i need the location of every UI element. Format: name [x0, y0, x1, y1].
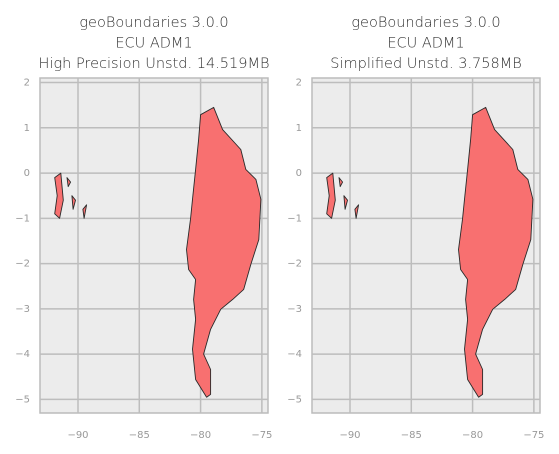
- region: [71, 195, 76, 210]
- x-tick-label: −90: [339, 430, 360, 441]
- chart-title: Simplified Unstd. 3.758MB: [330, 56, 521, 72]
- x-tick-label: −75: [251, 430, 272, 441]
- region: [354, 204, 360, 219]
- y-tick-label: −1: [287, 213, 302, 224]
- chart-title: ECU ADM1: [387, 36, 464, 52]
- region: [186, 106, 262, 398]
- y-tick-label: −2: [15, 259, 30, 270]
- y-tick-label: −2: [287, 259, 302, 270]
- y-tick-label: −3: [287, 304, 302, 315]
- chart-title: geoBoundaries 3.0.0: [351, 15, 500, 31]
- y-tick-label: −3: [15, 304, 30, 315]
- x-tick-label: −80: [190, 430, 211, 441]
- chart-title: High Precision Unstd. 14.519MB: [39, 56, 270, 72]
- y-tick-label: −4: [287, 349, 302, 360]
- x-tick-label: −85: [129, 430, 150, 441]
- x-tick-label: −80: [462, 430, 483, 441]
- region: [338, 177, 344, 188]
- region: [458, 106, 534, 398]
- region: [343, 195, 348, 210]
- region: [54, 172, 64, 219]
- region: [82, 204, 88, 219]
- x-tick-label: −75: [523, 430, 544, 441]
- y-tick-label: 2: [24, 78, 30, 89]
- y-tick-label: 0: [296, 168, 302, 179]
- y-tick-label: −5: [287, 394, 302, 405]
- y-tick-label: 2: [296, 78, 302, 89]
- y-tick-label: −1: [15, 213, 30, 224]
- y-tick-label: 1: [296, 123, 302, 134]
- y-tick-label: 1: [24, 123, 30, 134]
- region: [66, 177, 72, 188]
- y-tick-label: −5: [15, 394, 30, 405]
- y-tick-label: 0: [24, 168, 30, 179]
- x-tick-label: −90: [67, 430, 88, 441]
- y-tick-label: −4: [15, 349, 30, 360]
- chart-title: ECU ADM1: [115, 36, 192, 52]
- region: [326, 172, 336, 219]
- chart-title: geoBoundaries 3.0.0: [79, 15, 228, 31]
- x-tick-label: −85: [401, 430, 422, 441]
